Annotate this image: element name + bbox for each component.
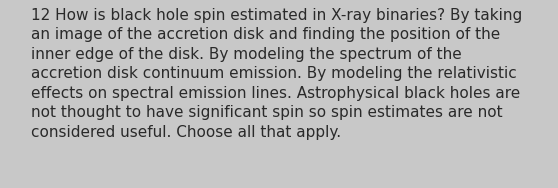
- Text: 12 How is black hole spin estimated in X-ray binaries? By taking
an image of the: 12 How is black hole spin estimated in X…: [31, 8, 522, 140]
